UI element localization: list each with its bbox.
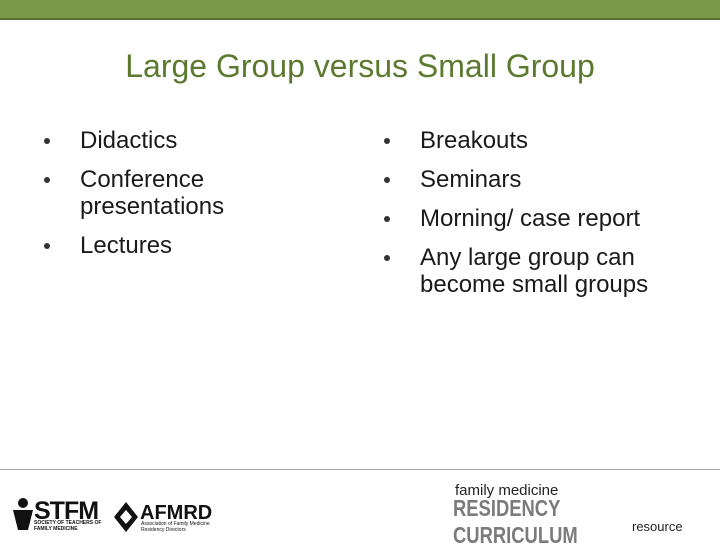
slide-title: Large Group versus Small Group — [125, 48, 595, 84]
bullet-dot — [384, 166, 392, 183]
bullet-dot — [44, 166, 52, 183]
bullet-text: Conference presentations — [80, 166, 225, 220]
bullet-text: Seminars — [420, 166, 522, 193]
brand-line-1: family medicine — [455, 482, 559, 499]
bullet-item: Seminars — [384, 166, 685, 193]
bullet-text: Didactics — [80, 127, 178, 154]
bullet-dot — [384, 127, 392, 144]
bullet-item: Any large group can become small groups — [384, 244, 685, 298]
bullet-dot — [44, 127, 52, 144]
footer-rule — [0, 469, 720, 470]
stfm-icon — [13, 498, 33, 530]
bullet-dot — [44, 232, 52, 249]
afmrd-icon — [114, 502, 138, 532]
bullet-text: Any large group can become small groups — [420, 244, 649, 298]
bullet-item: Breakouts — [384, 127, 685, 154]
bullet-item: Conference presentations — [44, 166, 265, 220]
top-bar — [0, 0, 720, 18]
bullet-text: Morning/ case report — [420, 205, 641, 232]
bullet-text: Breakouts — [420, 127, 529, 154]
bullet-item: Lectures — [44, 232, 265, 259]
bullet-text: Lectures — [80, 232, 173, 259]
bullet-dot — [384, 205, 392, 222]
left-bullets: Didactics Conference presentations Lecture… — [44, 127, 265, 271]
afmrd-subtitle: Association of Family Medicine Residency… — [141, 521, 210, 533]
afmrd-logo: AFMRD — [140, 502, 213, 524]
bullet-item: Didactics — [44, 127, 265, 154]
brand-line-3: resource — [632, 519, 683, 534]
stfm-subtitle: SOCIETY OF TEACHERS OF FAMILY MEDICINE — [34, 520, 102, 532]
right-bullets: Breakouts Seminars Morning/ case report Any… — [384, 127, 685, 310]
top-rule — [0, 18, 720, 20]
bullet-item: Morning/ case report — [384, 205, 685, 232]
bullet-dot — [384, 244, 392, 261]
stfm-logo: STFM — [34, 497, 99, 525]
